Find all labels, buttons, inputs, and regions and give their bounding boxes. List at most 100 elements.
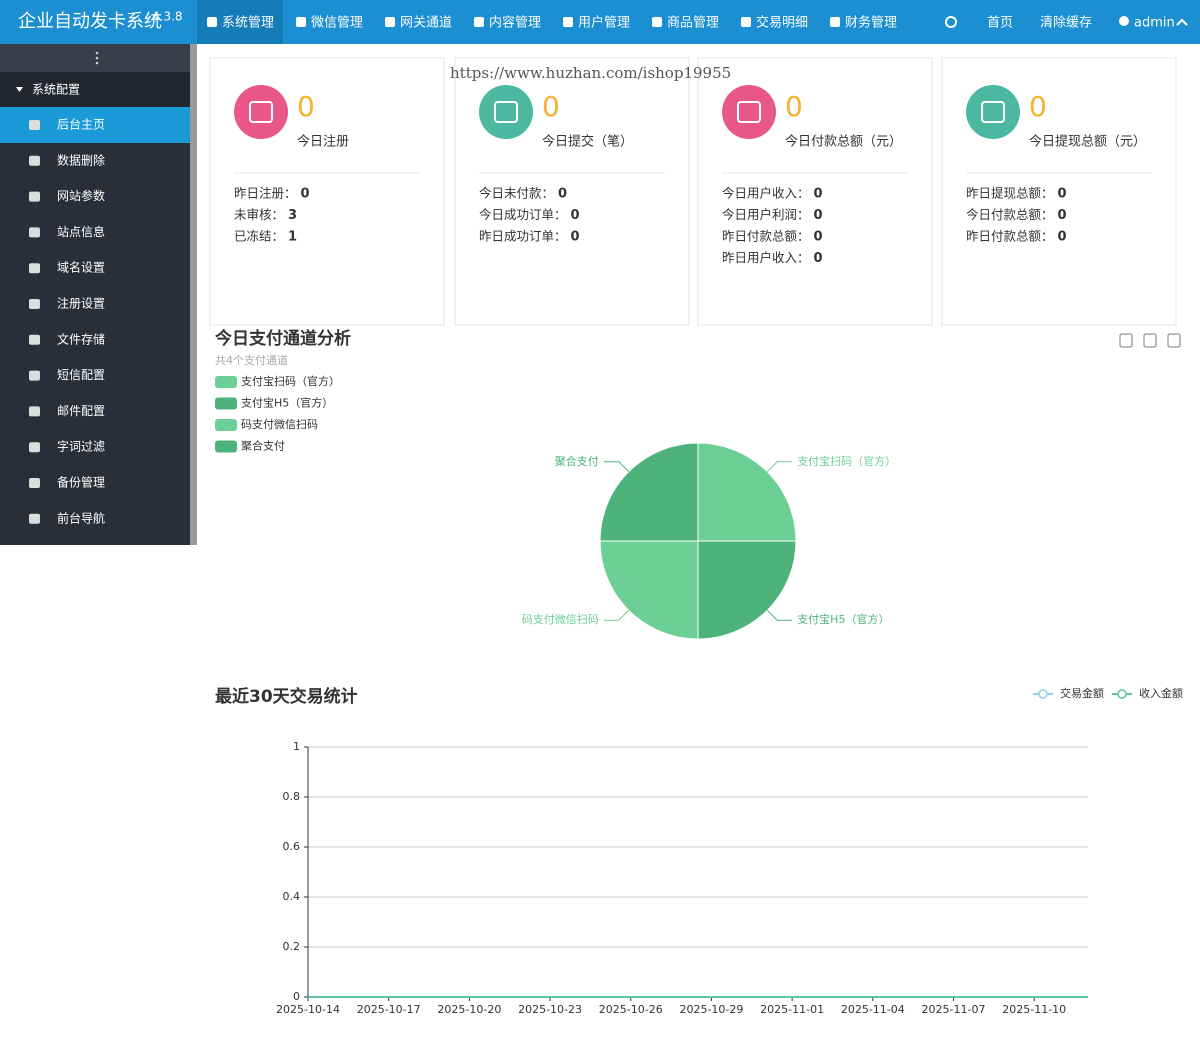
sidebar-item[interactable]: 备份管理 bbox=[57, 475, 105, 490]
sidebar-item[interactable]: 网站参数 bbox=[57, 188, 105, 203]
x-tick-label: 2025-10-14 bbox=[276, 1003, 340, 1016]
sidebar-icon bbox=[29, 263, 40, 274]
sidebar-item[interactable]: 站点信息 bbox=[57, 224, 105, 239]
x-tick-label: 2025-11-07 bbox=[922, 1003, 986, 1016]
handle-dot bbox=[95, 51, 99, 55]
sidebar-handle bbox=[0, 44, 190, 72]
header-link[interactable]: 首页 bbox=[987, 16, 1013, 31]
row-label: 昨日付款总额： bbox=[722, 229, 810, 244]
nav-item[interactable]: 微信管理 bbox=[311, 16, 363, 31]
leader-line bbox=[766, 461, 793, 473]
nav-icon bbox=[652, 17, 662, 27]
user-icon bbox=[1119, 16, 1129, 26]
card-label: 今日付款总额（元） bbox=[785, 134, 902, 150]
nav-item[interactable]: 商品管理 bbox=[667, 16, 719, 31]
y-tick-label: 0.8 bbox=[283, 790, 301, 803]
card-value: 0 bbox=[1029, 90, 1047, 123]
row-label: 昨日提现总额： bbox=[966, 186, 1054, 201]
x-tick-label: 2025-10-23 bbox=[518, 1003, 582, 1016]
x-tick-label: 2025-11-04 bbox=[841, 1003, 905, 1016]
sidebar-icon bbox=[29, 191, 40, 202]
card-value: 0 bbox=[297, 90, 315, 123]
row-value: 0 bbox=[571, 208, 580, 223]
sidebar-icon bbox=[29, 370, 40, 381]
card-label: 今日提交（笔） bbox=[542, 134, 633, 150]
header-link[interactable]: 清除缓存 bbox=[1040, 16, 1092, 31]
section-caret bbox=[16, 87, 23, 92]
sidebar-item[interactable]: 字词过滤 bbox=[57, 439, 105, 454]
x-tick-label: 2025-10-20 bbox=[437, 1003, 501, 1016]
leader-line bbox=[603, 461, 630, 473]
y-tick-label: 0.6 bbox=[283, 840, 301, 853]
row-value: 1 bbox=[288, 230, 297, 245]
sidebar-icon bbox=[29, 442, 40, 453]
row-value: 0 bbox=[814, 230, 823, 245]
legend-label[interactable]: 收入金额 bbox=[1139, 686, 1183, 700]
nav-icon bbox=[207, 17, 217, 27]
legend-label[interactable]: 支付宝H5（官方） bbox=[241, 396, 333, 410]
x-tick-label: 2025-11-10 bbox=[1002, 1003, 1066, 1016]
row-label: 昨日付款总额： bbox=[966, 229, 1054, 244]
card-icon bbox=[966, 85, 1020, 139]
pie-label: 支付宝扫码（官方） bbox=[797, 454, 896, 468]
nav-item[interactable]: 交易明细 bbox=[756, 15, 808, 31]
row-label: 昨日用户收入： bbox=[722, 250, 810, 265]
header-link[interactable]: admin bbox=[1134, 16, 1175, 31]
legend-swatch[interactable] bbox=[215, 440, 237, 453]
nav-icon bbox=[741, 17, 751, 27]
pie-slice bbox=[697, 442, 797, 542]
legend-dot[interactable] bbox=[1117, 689, 1127, 699]
y-tick-label: 0 bbox=[293, 990, 300, 1003]
y-tick-label: 0.4 bbox=[283, 890, 301, 903]
sidebar-icon bbox=[29, 478, 40, 488]
version: 4.3.8 bbox=[152, 10, 183, 24]
legend-label[interactable]: 聚合支付 bbox=[241, 439, 285, 453]
legend-swatch[interactable] bbox=[215, 419, 237, 431]
sidebar-item[interactable]: 域名设置 bbox=[57, 260, 105, 275]
nav-item[interactable]: 内容管理 bbox=[489, 15, 541, 31]
card-icon bbox=[479, 85, 533, 139]
row-label: 今日付款总额： bbox=[966, 207, 1054, 222]
toolbox-icon[interactable] bbox=[1119, 333, 1133, 348]
legend-swatch[interactable] bbox=[215, 376, 237, 388]
sidebar-icon bbox=[29, 155, 40, 166]
legend-label[interactable]: 支付宝扫码（官方） bbox=[241, 374, 340, 388]
y-tick-label: 0.2 bbox=[283, 940, 301, 953]
nav-icon bbox=[296, 17, 306, 27]
card-value: 0 bbox=[542, 90, 560, 123]
pie-label: 支付宝H5（官方） bbox=[797, 612, 889, 626]
chart-title: 最近30天交易统计 bbox=[215, 686, 358, 707]
toolbox-icon[interactable] bbox=[1167, 333, 1181, 348]
row-label: 已冻结： bbox=[234, 229, 284, 244]
refresh-icon[interactable] bbox=[945, 16, 957, 28]
sidebar-item[interactable]: 文件存储 bbox=[57, 331, 105, 346]
brand: 企业自动发卡系统 bbox=[18, 11, 162, 32]
nav-item[interactable]: 网关通道 bbox=[400, 16, 452, 31]
nav-item[interactable]: 系统管理 bbox=[222, 16, 274, 31]
sidebar-item[interactable]: 邮件配置 bbox=[57, 404, 105, 418]
watermark: https://www.huzhan.com/ishop19955 bbox=[450, 64, 731, 82]
x-tick-label: 2025-10-29 bbox=[679, 1003, 743, 1016]
nav-icon bbox=[474, 17, 484, 27]
sidebar-item[interactable]: 短信配置 bbox=[57, 368, 105, 382]
sidebar-item[interactable]: 前台导航 bbox=[57, 510, 105, 525]
legend-label[interactable]: 交易金额 bbox=[1060, 686, 1104, 700]
row-label: 昨日注册： bbox=[234, 186, 297, 201]
legend-swatch[interactable] bbox=[215, 397, 237, 410]
nav-item[interactable]: 用户管理 bbox=[578, 15, 630, 31]
sidebar-item[interactable]: 后台主页 bbox=[57, 117, 105, 132]
section-row bbox=[0, 72, 190, 107]
nav-item[interactable]: 财务管理 bbox=[845, 15, 897, 31]
sidebar-item[interactable]: 注册设置 bbox=[57, 296, 105, 311]
leader-line bbox=[766, 609, 793, 621]
card-icon-glyph bbox=[494, 101, 518, 123]
toolbox-icon[interactable] bbox=[1143, 333, 1157, 348]
legend-dot[interactable] bbox=[1038, 689, 1048, 699]
row-label: 今日用户收入： bbox=[722, 186, 810, 201]
section-title[interactable]: 系统配置 bbox=[32, 83, 80, 97]
legend-label[interactable]: 码支付微信扫码 bbox=[241, 417, 318, 431]
sidebar-item[interactable]: 数据删除 bbox=[57, 152, 105, 167]
pie-slice bbox=[599, 540, 699, 640]
handle-dot bbox=[95, 56, 99, 60]
